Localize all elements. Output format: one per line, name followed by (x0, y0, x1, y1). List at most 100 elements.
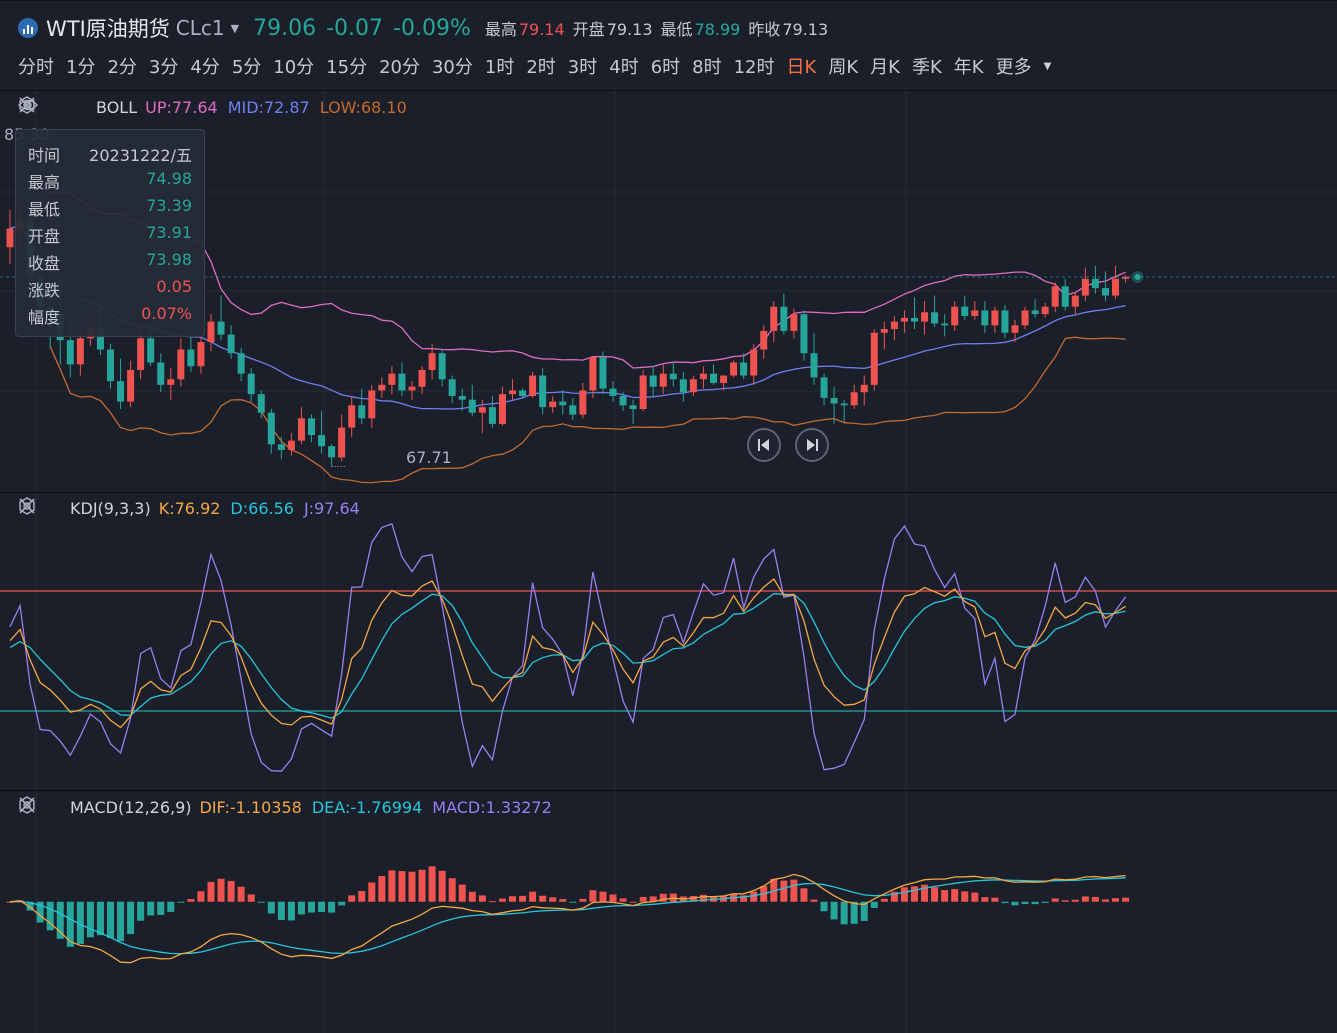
period-tab[interactable]: 8时 (692, 57, 722, 78)
period-tab[interactable]: 季K (911, 57, 942, 78)
period-tab[interactable]: 1分 (66, 57, 96, 78)
candle-body (559, 401, 567, 406)
candle-body (478, 407, 486, 413)
candle-body (227, 334, 235, 354)
macd-histogram-bar (860, 901, 868, 921)
kdj-pane[interactable]: KDJ(9,3,3) K:76.92 D:66.56 J:97.64 (0, 492, 1337, 791)
macd-pane[interactable]: MACD(12,26,9) DIF:-1.10358 DEA:-1.76994 … (0, 790, 1337, 1033)
instrument-selector[interactable]: CLc1 (175, 16, 225, 40)
candle-body (629, 405, 637, 410)
period-tab[interactable]: 12时 (733, 57, 775, 78)
quote-header: WTI原油期货 CLc1 ▼ 79.06 -0.07 -0.09% 最高 79.1… (0, 0, 1337, 91)
candle-body (790, 314, 798, 331)
period-tab[interactable]: 2分 (107, 57, 137, 78)
candle-body (96, 327, 104, 350)
period-tab[interactable]: 20分 (379, 57, 420, 78)
macd-histogram-bar (519, 895, 527, 902)
kdj-j-value: J:97.64 (303, 498, 360, 518)
candle-body (730, 362, 738, 376)
macd-histogram-bar (117, 901, 125, 942)
candle-body (539, 375, 547, 408)
kdj-indicator-name: KDJ(9,3,3) (70, 498, 151, 518)
boll-indicator-name: BOLL (96, 97, 138, 117)
candle-body (679, 379, 687, 393)
tooltip-value: 74.98 (146, 169, 192, 188)
candle-body (1041, 306, 1049, 315)
macd-histogram-bar (659, 893, 667, 902)
macd-histogram-bar (388, 870, 396, 902)
previous-button[interactable] (747, 428, 781, 462)
boll-mid-value: MID:72.87 (227, 97, 310, 117)
macd-histogram-bar (187, 899, 195, 902)
period-tab[interactable]: 15分 (326, 57, 368, 78)
stat-label: 开盘 (572, 20, 605, 39)
macd-histogram-bar (981, 897, 989, 902)
candle-body (328, 446, 336, 458)
period-tab[interactable]: 月K (870, 57, 900, 78)
eye-icon[interactable] (18, 97, 90, 117)
period-tab[interactable]: 1时 (484, 57, 515, 78)
macd-histogram-bar (267, 901, 275, 914)
period-tab[interactable]: 4时 (609, 57, 639, 78)
macd-histogram-bar (308, 901, 315, 913)
macd-histogram-bar (780, 880, 788, 902)
period-tab[interactable]: 30分 (431, 57, 473, 78)
quote-stats: 最高 79.14 开盘 79.13 最低 78.99 昨收 79.13 (481, 16, 832, 40)
chevron-down-icon[interactable]: ▼ (230, 21, 240, 35)
period-tab[interactable]: 分时 (18, 57, 54, 78)
macd-histogram-bar (1051, 898, 1059, 902)
instrument-name: WTI原油期货 (46, 17, 170, 41)
gear-icon[interactable] (19, 497, 64, 518)
tooltip-row: 时间 20231222/五 (28, 142, 192, 165)
period-tab[interactable]: 4分 (190, 57, 220, 78)
period-tab[interactable]: 3时 (567, 57, 598, 78)
period-tab[interactable]: 5分 (231, 57, 262, 78)
gear-icon[interactable] (19, 96, 64, 117)
macd-histogram-bar (740, 895, 748, 902)
kdj-j-line (9, 522, 1127, 772)
chevron-down-icon[interactable]: ▼ (1043, 60, 1052, 72)
macd-histogram-bar (418, 869, 426, 902)
next-button[interactable] (795, 428, 829, 462)
kdj-legend: KDJ(9,3,3) K:76.92 D:66.56 J:97.64 (18, 497, 370, 519)
macd-histogram-bar (1081, 896, 1089, 902)
gear-icon[interactable] (19, 796, 64, 817)
candle-body (1081, 278, 1089, 296)
macd-histogram-bar (6, 901, 14, 903)
macd-histogram-bar (107, 901, 114, 938)
boll-up-value: UP:77.64 (145, 97, 218, 117)
macd-histogram-bar (36, 901, 44, 923)
period-tab[interactable]: 10分 (273, 57, 315, 78)
period-tab[interactable]: 更多 (995, 57, 1032, 78)
kdj-chart[interactable] (0, 493, 1337, 791)
period-tab[interactable]: 日K (786, 57, 817, 78)
macd-chart[interactable] (0, 791, 1337, 1033)
macd-histogram-bar (1021, 901, 1029, 904)
candle-body (348, 405, 356, 428)
candle-body (720, 375, 728, 383)
tooltip-label: 幅度 (28, 308, 61, 327)
macd-histogram-bar (971, 892, 979, 902)
period-tab[interactable]: 2时 (526, 57, 556, 78)
tooltip-label: 最高 (28, 173, 61, 192)
candlestick-pane[interactable]: BOLL UP:77.64 MID:72.87 LOW:68.10 85.30 … (0, 90, 1337, 493)
macd-histogram-bar (348, 895, 356, 902)
stat-label: 昨收 (748, 20, 781, 39)
macd-histogram-bar (599, 891, 607, 902)
candle-body (1051, 286, 1059, 307)
period-tab[interactable]: 6时 (650, 57, 681, 78)
candle-body (1101, 288, 1109, 296)
candle-body (398, 373, 406, 391)
kdj-d-line (9, 593, 1126, 719)
period-tab[interactable]: 年K (953, 57, 984, 78)
stat-value: 78.99 (694, 20, 741, 39)
candle-body (1011, 325, 1019, 333)
macd-histogram-bar (509, 896, 516, 902)
macd-histogram-bar (56, 901, 64, 939)
macd-histogram-bar (488, 901, 496, 903)
tooltip-row: 涨跌 0.05 (28, 277, 192, 300)
candle-body (840, 403, 848, 406)
period-tab[interactable]: 周K (828, 57, 859, 78)
period-tab[interactable]: 3分 (148, 57, 179, 78)
tooltip-label: 开盘 (28, 227, 61, 246)
